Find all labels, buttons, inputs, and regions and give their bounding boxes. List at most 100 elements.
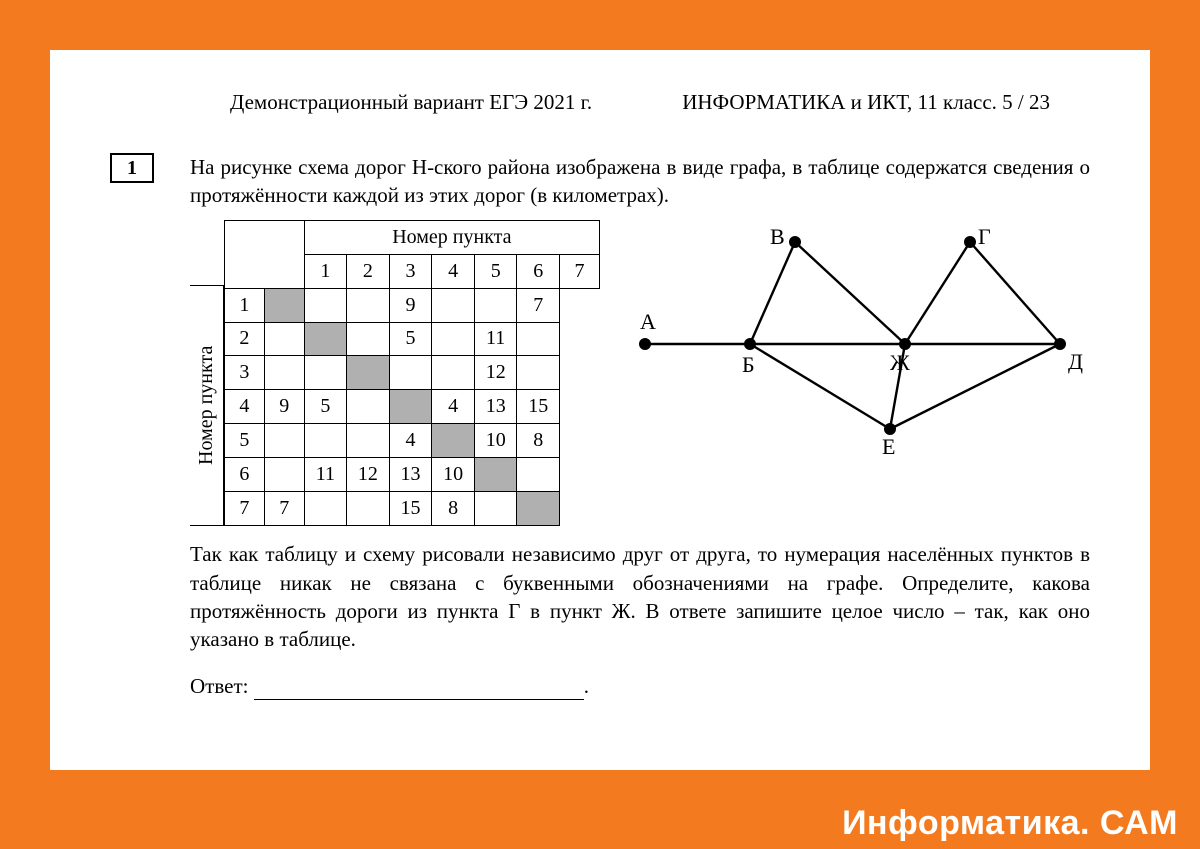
table-cell: 10 — [474, 424, 517, 458]
table-cell — [347, 288, 390, 322]
table-cell — [517, 492, 560, 526]
graph-edge — [795, 242, 905, 344]
graph-wrap: А Б В Ж Г Д Е — [630, 220, 1090, 464]
answer-label: Ответ: — [190, 674, 248, 698]
table-cell — [432, 288, 475, 322]
table-cell — [474, 288, 517, 322]
row-header: 2 — [225, 322, 265, 356]
table-cell: 4 — [432, 390, 475, 424]
table-cell — [264, 322, 304, 356]
graph-node-label: Д — [1068, 349, 1083, 374]
row-header: 3 — [225, 356, 265, 390]
table-cell: 10 — [432, 458, 475, 492]
table-cell: 13 — [389, 458, 432, 492]
col-header: 1 — [304, 254, 346, 288]
graph-edge — [970, 242, 1060, 344]
table-side-header: Номер пункта — [190, 285, 224, 526]
table-cell: 7 — [264, 492, 304, 526]
graph-svg: А Б В Ж Г Д Е — [630, 224, 1090, 464]
graph-node — [1054, 338, 1066, 350]
answer-blank[interactable] — [254, 679, 584, 700]
page-header: Демонстрационный вариант ЕГЭ 2021 г. ИНФ… — [110, 90, 1090, 115]
header-left: Демонстрационный вариант ЕГЭ 2021 г. — [230, 90, 592, 115]
table-cell — [347, 322, 390, 356]
graph-node-label: Е — [882, 434, 895, 459]
col-header: 3 — [389, 254, 432, 288]
table-cell — [347, 356, 390, 390]
table-and-graph: Номер пункта Номер пункта123456719725113… — [190, 220, 1090, 527]
table-cell — [389, 390, 432, 424]
table-cell: 9 — [389, 288, 432, 322]
table-cell — [304, 492, 346, 526]
task-intro-text: На рисунке схема дорог Н-ского района из… — [190, 153, 1090, 210]
table-cell — [517, 322, 560, 356]
col-header: 4 — [432, 254, 475, 288]
col-header: 6 — [517, 254, 560, 288]
table-cell: 5 — [389, 322, 432, 356]
col-header: 2 — [347, 254, 390, 288]
answer-line: Ответ: . — [190, 672, 1090, 700]
table-cell: 15 — [517, 390, 560, 424]
footer-brand: Информатика. САМ — [842, 804, 1178, 843]
table-cell: 12 — [347, 458, 390, 492]
table-cell — [304, 288, 346, 322]
document-page: Демонстрационный вариант ЕГЭ 2021 г. ИНФ… — [50, 50, 1150, 770]
task-row: 1 На рисунке схема дорог Н-ского района … — [110, 153, 1090, 700]
adjacency-table-wrap: Номер пункта Номер пункта123456719725113… — [190, 220, 600, 527]
table-cell: 8 — [432, 492, 475, 526]
col-header: 7 — [560, 254, 600, 288]
table-cell — [264, 356, 304, 390]
table-cell: 5 — [304, 390, 346, 424]
graph-edge — [890, 344, 1060, 429]
table-cell — [304, 322, 346, 356]
col-header: 5 — [474, 254, 517, 288]
table-cell — [304, 356, 346, 390]
graph-node-label: Ж — [890, 350, 910, 375]
graph-edge — [905, 242, 970, 344]
graph-edge — [750, 242, 795, 344]
table-cell — [347, 492, 390, 526]
header-right: ИНФОРМАТИКА и ИКТ, 11 класс. 5 / 23 — [682, 90, 1050, 115]
graph-node-label: А — [640, 309, 656, 334]
graph-node-label: В — [770, 224, 785, 249]
adjacency-table: Номер пункта1234567197251131249541315541… — [224, 220, 600, 527]
table-cell — [517, 356, 560, 390]
graph-node — [744, 338, 756, 350]
table-cell — [304, 424, 346, 458]
graph-node — [899, 338, 911, 350]
table-cell — [389, 356, 432, 390]
graph-edge — [750, 344, 890, 429]
table-cell: 15 — [389, 492, 432, 526]
table-cell — [432, 424, 475, 458]
graph-node — [639, 338, 651, 350]
table-cell: 11 — [474, 322, 517, 356]
table-cell: 8 — [517, 424, 560, 458]
table-corner — [225, 220, 305, 288]
table-top-header: Номер пункта — [304, 220, 599, 254]
table-cell — [474, 458, 517, 492]
table-cell: 7 — [517, 288, 560, 322]
table-cell — [347, 390, 390, 424]
table-cell: 9 — [264, 390, 304, 424]
table-cell — [432, 356, 475, 390]
graph-node-label: Б — [742, 352, 755, 377]
row-header: 1 — [225, 288, 265, 322]
table-cell — [474, 492, 517, 526]
task-bottom-text: Так как таблицу и схему рисовали независ… — [190, 540, 1090, 653]
table-cell — [517, 458, 560, 492]
table-cell — [264, 424, 304, 458]
task-body: На рисунке схема дорог Н-ского района из… — [190, 153, 1090, 700]
graph-node — [789, 236, 801, 248]
row-header: 7 — [225, 492, 265, 526]
table-cell — [432, 322, 475, 356]
table-cell — [347, 424, 390, 458]
row-header: 6 — [225, 458, 265, 492]
table-cell: 13 — [474, 390, 517, 424]
graph-node-label: Г — [978, 224, 991, 249]
table-cell: 11 — [304, 458, 346, 492]
table-cell — [264, 458, 304, 492]
table-cell — [264, 288, 304, 322]
task-number-box: 1 — [110, 153, 154, 183]
table-cell: 12 — [474, 356, 517, 390]
graph-node — [964, 236, 976, 248]
